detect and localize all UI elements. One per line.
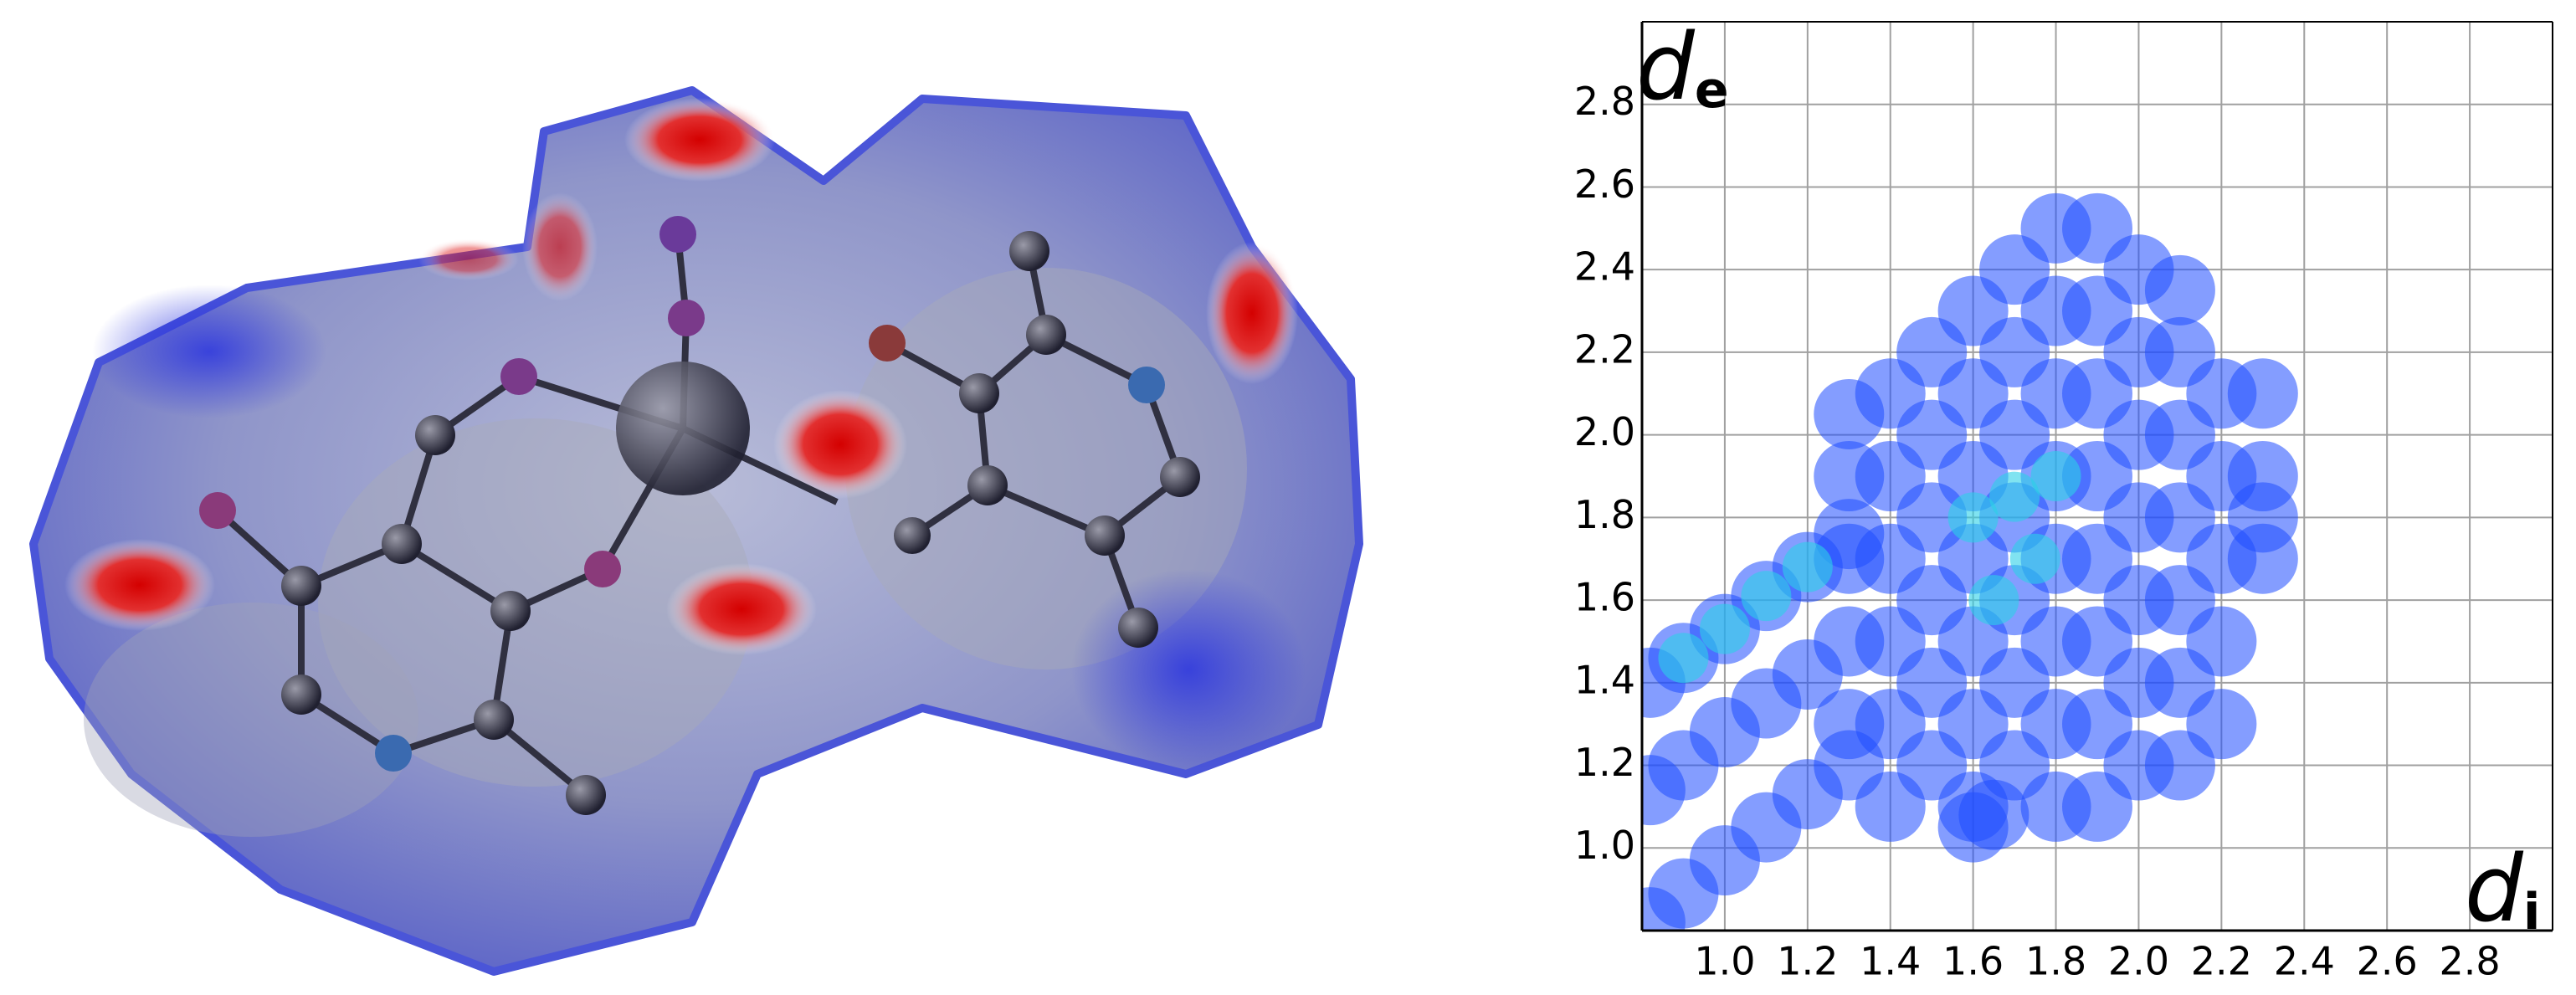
fingerprint-plot	[1642, 22, 2553, 931]
x-tick-label: 1.6	[1942, 939, 2004, 984]
y-tick-label: 2.0	[1574, 409, 1635, 454]
y-tick-label: 2.8	[1574, 79, 1635, 124]
point	[2227, 358, 2298, 429]
point	[1968, 575, 2019, 626]
y-tick-label: 1.8	[1574, 492, 1635, 537]
point	[1947, 492, 1999, 543]
point	[2227, 441, 2298, 511]
hirshfeld-surface	[29, 86, 1363, 976]
y-tick-label: 1.6	[1574, 575, 1635, 620]
x-tick-label: 1.0	[1694, 939, 1755, 984]
x-axis-label: di	[2465, 835, 2540, 942]
x-tick-label: 2.6	[2357, 939, 2418, 984]
point	[2186, 606, 2257, 677]
x-tick-label: 2.8	[2440, 939, 2501, 984]
y-tick-label: 2.4	[1574, 244, 1635, 290]
x-tick-label: 2.0	[2108, 939, 2169, 984]
point	[1699, 603, 1750, 654]
point	[1989, 471, 2040, 522]
point	[1741, 571, 1792, 622]
point	[1958, 779, 2029, 850]
x-tick-label: 1.4	[1860, 939, 1921, 984]
point	[2186, 689, 2257, 760]
y-axis-label: de	[1636, 13, 1729, 121]
y-tick-label: 1.4	[1574, 657, 1635, 702]
x-tick-label: 2.2	[2191, 939, 2252, 984]
point	[2144, 254, 2215, 326]
point	[2030, 451, 2081, 501]
point	[1782, 541, 1833, 592]
atoms	[199, 216, 1200, 815]
y-tick-label: 2.6	[1574, 162, 1635, 207]
x-tick-label: 1.2	[1777, 939, 1838, 984]
y-tick-label: 2.2	[1574, 326, 1635, 372]
y-tick-label: 1.2	[1574, 740, 1635, 785]
y-tick-label: 1.0	[1574, 823, 1635, 868]
point	[2009, 533, 2060, 584]
point	[1658, 633, 1709, 684]
x-tick-label: 1.8	[2025, 939, 2086, 984]
data-points	[1642, 192, 2298, 931]
x-tick-label: 2.4	[2274, 939, 2335, 984]
